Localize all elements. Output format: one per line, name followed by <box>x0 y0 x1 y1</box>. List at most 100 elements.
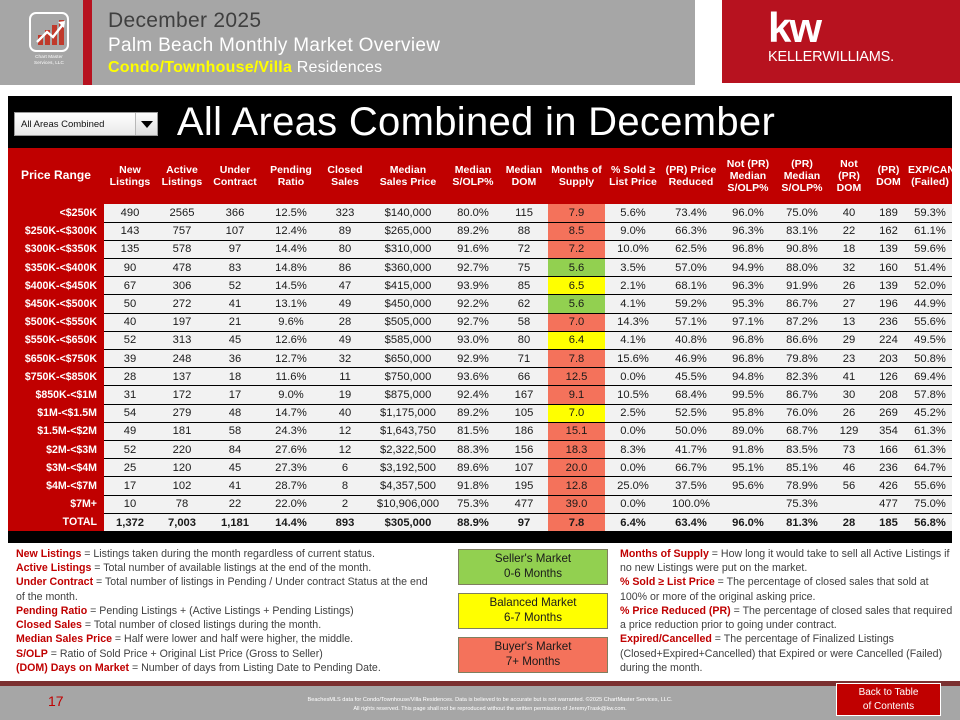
cell-not-pr-dom: 28 <box>829 513 869 532</box>
cell-not-pr-median-solp: 96.8% <box>721 240 775 260</box>
legend-definition: = Total number of listings in Pending / … <box>16 576 428 603</box>
cell-median-dom: 75 <box>500 258 548 278</box>
page-footer <box>0 681 960 720</box>
table-row: $3M-<$4M 25 120 45 27.3% 6 $3,192,500 89.6% 107 2… <box>8 458 952 478</box>
cell-median-dom: 477 <box>500 495 548 514</box>
cell-exp-canc: 64.7% <box>908 458 952 478</box>
legend-term: % Sold ≥ List Price <box>620 576 715 589</box>
legend-definition: = The percentage of Finalized Listings (… <box>620 633 943 674</box>
legend-definition: = The percentage of closed sales that re… <box>620 604 953 632</box>
cell-median-solp: 89.2% <box>446 222 500 241</box>
col-new-listings: New Listings <box>104 148 156 204</box>
cell-months-supply: 20.0 <box>548 458 605 478</box>
table-row: $750K-<$850K 28 137 18 11.6% 11 $750,000 93.6% 6… <box>8 367 952 387</box>
cell-exp-canc: 52.0% <box>908 276 952 296</box>
col-months-supply: Months of Supply <box>548 148 605 204</box>
cell-closed-sales: 40 <box>320 404 370 423</box>
cell-under-contract: 17 <box>208 385 262 405</box>
cell-pr-dom: 224 <box>869 331 908 351</box>
cell-pr-dom: 185 <box>869 513 908 532</box>
col-not-pr-dom: Not (PR) DOM <box>829 148 869 204</box>
cell-pr-price-reduced: 63.4% <box>661 513 721 532</box>
col-median-dom: Median DOM <box>500 148 548 204</box>
cell-pct-sold-ge-list: 10.5% <box>605 385 661 405</box>
cell-active-listings: 478 <box>156 258 208 278</box>
report-subtitle: Palm Beach Monthly Market Overview <box>108 35 441 57</box>
cell-pct-sold-ge-list: 5.6% <box>605 204 661 223</box>
col-pr-price-reduced: (PR) Price Reduced <box>661 148 721 204</box>
back-to-table-of-contents-button[interactable]: Back to Table of Contents <box>836 683 941 716</box>
table-row: $350K-<$400K 90 478 83 14.8% 86 $360,000 92.7% 7… <box>8 258 952 278</box>
chevron-down-icon[interactable] <box>135 113 157 135</box>
header-titles: December 2025 Palm Beach Monthly Market … <box>108 8 440 79</box>
cell-pr-median-solp: 79.8% <box>775 349 829 369</box>
cell-months-supply: 18.3 <box>548 440 605 460</box>
legend-term: New Listings <box>16 548 82 560</box>
cell-median-solp: 80.0% <box>446 204 500 223</box>
cell-pr-median-solp: 86.6% <box>775 331 829 351</box>
cell-under-contract: 18 <box>208 367 262 387</box>
cell-median-solp: 91.6% <box>446 240 500 260</box>
cell-median-dom: 195 <box>500 476 548 496</box>
cell-median-sales-price: $1,643,750 <box>370 422 446 441</box>
col-pct-sold-ge-list: % Sold ≥ List Price <box>605 148 661 204</box>
cell-median-dom: 88 <box>500 222 548 241</box>
cell-not-pr-dom: 26 <box>829 276 869 296</box>
row-price-range: TOTAL <box>8 513 104 532</box>
cell-pending-ratio: 28.7% <box>262 476 320 496</box>
area-selector-dropdown[interactable]: All Areas Combined <box>14 112 158 136</box>
market-type-box: Seller's Market 0-6 Months <box>458 549 608 585</box>
cell-pct-sold-ge-list: 0.0% <box>605 495 661 514</box>
cell-not-pr-dom: 56 <box>829 476 869 496</box>
cell-pct-sold-ge-list: 9.0% <box>605 222 661 241</box>
cell-pr-median-solp: 76.0% <box>775 404 829 423</box>
cell-not-pr-dom: 129 <box>829 422 869 441</box>
cell-median-sales-price: $2,322,500 <box>370 440 446 460</box>
cell-active-listings: 313 <box>156 331 208 351</box>
market-overview-table: Price Range New Listings Active Listings U… <box>8 148 960 532</box>
cell-exp-canc: 55.6% <box>908 313 952 332</box>
cell-new-listings: 25 <box>104 458 156 478</box>
cell-closed-sales: 12 <box>320 440 370 460</box>
back-button-line-1: Back to Table <box>858 687 919 698</box>
cell-active-listings: 137 <box>156 367 208 387</box>
cell-new-listings: 143 <box>104 222 156 241</box>
table-row: TOTAL 1,372 7,003 1,181 14.4% 893 $305,000 88.9… <box>8 513 952 532</box>
cell-pr-dom: 139 <box>869 240 908 260</box>
cell-not-pr-median-solp: 96.3% <box>721 276 775 296</box>
cell-pr-median-solp: 82.3% <box>775 367 829 387</box>
cell-median-sales-price: $875,000 <box>370 385 446 405</box>
col-pending-ratio: Pending Ratio <box>262 148 320 204</box>
cell-not-pr-median-solp: 91.8% <box>721 440 775 460</box>
cell-median-dom: 115 <box>500 204 548 223</box>
cell-active-listings: 220 <box>156 440 208 460</box>
cell-not-pr-dom: 13 <box>829 313 869 332</box>
market-type-range: 7+ Months <box>505 655 561 668</box>
footer-divider <box>0 681 960 686</box>
row-price-range: <$250K <box>8 204 104 223</box>
table-row: $650K-<$750K 39 248 36 12.7% 32 $650,000 92.9% 7… <box>8 349 952 369</box>
cell-median-sales-price: $1,175,000 <box>370 404 446 423</box>
cell-pr-median-solp: 75.3% <box>775 495 829 514</box>
cell-median-solp: 93.6% <box>446 367 500 387</box>
cell-pr-dom: 354 <box>869 422 908 441</box>
row-price-range: $550K-<$650K <box>8 331 104 350</box>
market-type-legend: Seller's Market 0-6 Months Balanced Market… <box>458 549 608 681</box>
cell-under-contract: 36 <box>208 349 262 369</box>
cell-pr-dom: 160 <box>869 258 908 278</box>
col-median-sales-price: Median Sales Price <box>370 148 446 204</box>
cell-not-pr-median-solp <box>721 495 775 514</box>
cell-median-solp: 92.4% <box>446 385 500 405</box>
cell-new-listings: 28 <box>104 367 156 387</box>
cell-pct-sold-ge-list: 15.6% <box>605 349 661 369</box>
cell-median-solp: 92.7% <box>446 258 500 278</box>
cell-under-contract: 83 <box>208 258 262 278</box>
cell-pr-dom: 166 <box>869 440 908 460</box>
cell-months-supply: 7.8 <box>548 513 605 532</box>
cell-pr-median-solp: 91.9% <box>775 276 829 296</box>
cell-active-listings: 172 <box>156 385 208 405</box>
report-property-type: Condo/Townhouse/Villa Residences <box>108 58 440 79</box>
table-row: $550K-<$650K 52 313 45 12.6% 49 $585,000 93.0% 8… <box>8 331 952 351</box>
cell-pr-median-solp: 68.7% <box>775 422 829 441</box>
